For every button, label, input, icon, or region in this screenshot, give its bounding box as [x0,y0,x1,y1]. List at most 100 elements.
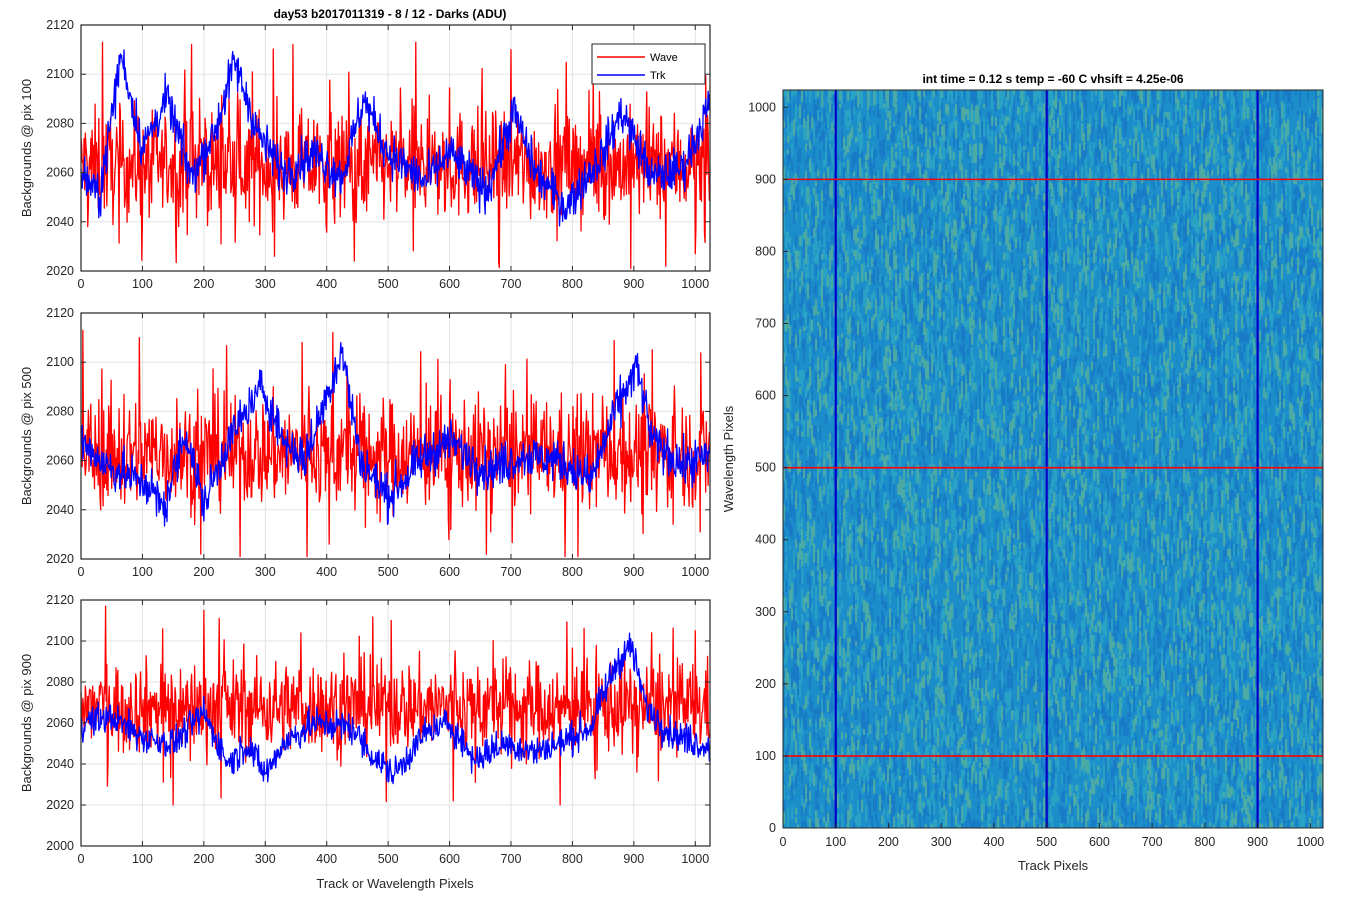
heatmap-cell [809,471,812,479]
heatmap-cell [845,161,848,171]
heatmap-cell [867,567,870,574]
heatmap-cell [851,126,854,139]
heatmap-cell [795,539,798,549]
heatmap-cell [881,109,884,117]
heatmap-cell [987,702,990,718]
heatmap-cell [985,158,988,170]
heatmap-cell [925,601,928,609]
heatmap-cell [959,690,962,697]
heatmap-cell [847,404,850,409]
heatmap-cell [793,741,796,756]
heatmap-cell [901,542,904,560]
heatmap-cell [879,164,882,180]
heatmap-cell [853,201,856,210]
heatmap-cell [989,435,992,449]
heatmap-cell [825,556,828,562]
heatmap-cell [993,622,996,643]
heatmap-cell [885,172,888,189]
heatmap-cell [829,787,832,792]
heatmap-cell [869,242,872,248]
heatmap-cell [865,743,868,755]
heatmap-cell [783,659,786,665]
heatmap-cell [951,387,954,402]
heatmap-cell [849,696,852,713]
heatmap-cell [897,324,900,339]
heatmap-cell [943,493,946,503]
heatmap-cell [815,535,818,543]
heatmap-cell [959,803,962,822]
heatmap-cell [827,736,830,751]
heatmap-cell [895,436,898,443]
heatmap-cell [867,760,870,781]
heatmap-cell [895,369,898,385]
heatmap-cell [879,772,882,786]
heatmap-cell [895,424,898,437]
heatmap-cell [925,548,928,555]
heatmap-cell [801,643,804,659]
heatmap-cell [817,110,820,120]
heatmap-cell [893,551,896,564]
heatmap-cell [833,756,836,765]
heatmap-cell [837,321,840,333]
heatmap-cell [807,474,810,487]
heatmap-cell [913,90,916,101]
heatmap-cell [955,369,958,390]
heatmap-cell [823,90,826,100]
heatmap-cell [799,124,802,129]
heatmap-cell [793,390,796,395]
heatmap-cell [895,321,898,335]
heatmap-cell [919,616,922,625]
heatmap-cell [845,110,848,126]
heatmap-cell [987,483,990,495]
heatmap-cell [881,185,884,196]
heatmap-cell [991,438,994,451]
heatmap-cell [859,504,862,512]
heatmap-cell [955,814,958,827]
heatmap-cell [891,391,894,411]
heatmap-cell [923,427,926,442]
heatmap-cell [967,620,970,633]
heatmap-cell [915,270,918,290]
heatmap-cell [875,574,878,593]
heatmap-cell [897,697,900,704]
heatmap-cell [935,736,938,742]
heatmap-cell [823,200,826,216]
y-tick-label: 2020 [46,798,74,812]
heatmap-cell [885,492,888,497]
heatmap-cell [891,210,894,221]
heatmap-cell [941,807,944,820]
y-tick-label: 2040 [46,215,74,229]
heatmap-cell [839,551,842,571]
heatmap-cell [793,632,796,644]
heatmap-cell [933,745,936,762]
heatmap-cell [973,613,976,625]
heatmap-cell [941,317,944,336]
heatmap-cell [985,381,988,398]
heatmap-cell [851,695,854,716]
heatmap-cell [985,768,988,779]
heatmap-cell [899,501,902,515]
heatmap-cell [863,513,866,522]
heatmap-cell [849,240,852,250]
heatmap-cell [855,113,858,133]
heatmap-cell [845,364,848,371]
heatmap-cell [853,317,856,335]
heatmap-cell [793,350,796,364]
heatmap-cell [795,152,798,166]
heatmap-cell [797,140,800,150]
heatmap-cell [901,250,904,262]
heatmap-cell [955,389,958,395]
heatmap-cell [927,547,930,564]
heatmap-cell [959,378,962,387]
heatmap-cell [991,623,994,632]
heatmap-cell [945,264,948,278]
heatmap-cell [981,761,984,767]
heatmap-cell [969,799,972,809]
heatmap-cell [803,277,806,282]
heatmap-cell [873,535,876,544]
heatmap-cell [895,229,898,247]
heatmap-cell [823,373,826,387]
heatmap-cell [921,786,924,796]
heatmap-cell [813,664,816,677]
heatmap-cell [873,221,876,242]
